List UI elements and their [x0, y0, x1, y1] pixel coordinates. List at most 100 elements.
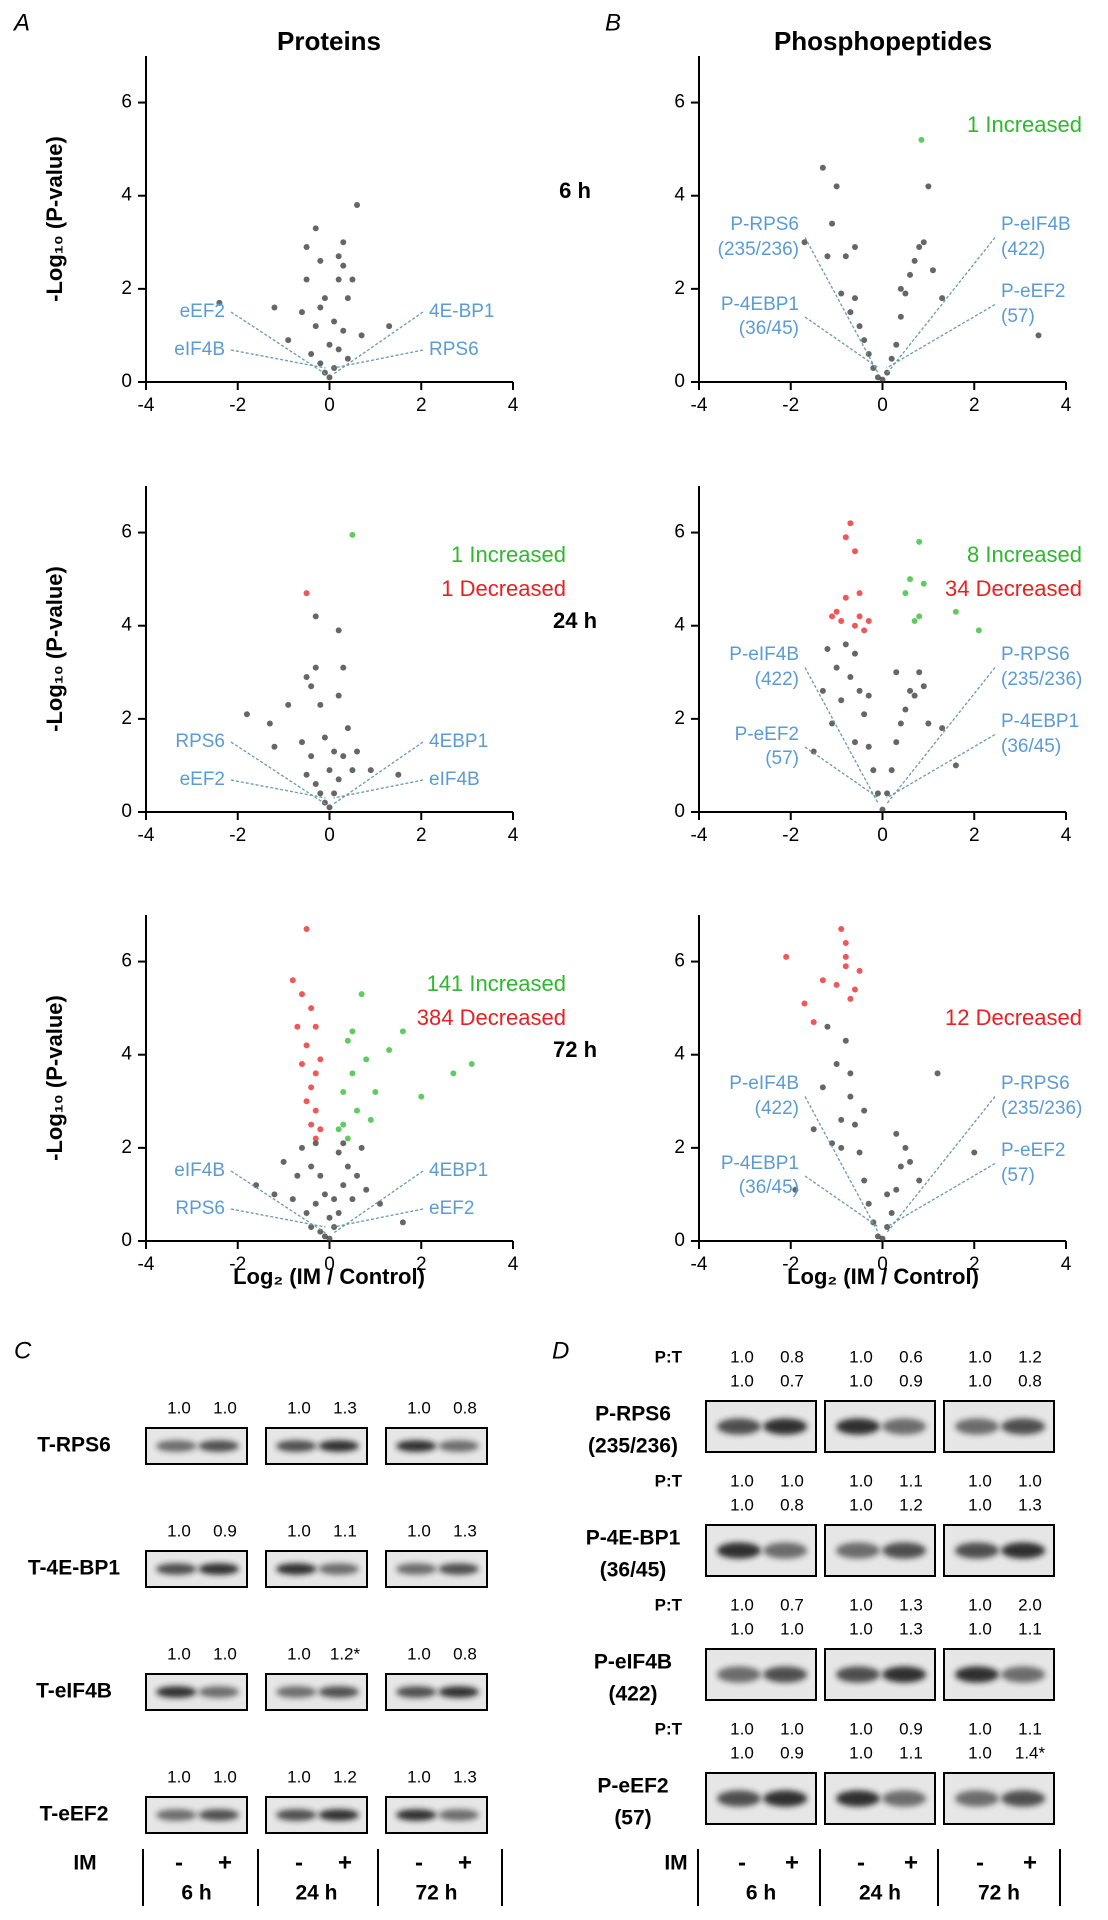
data-point — [879, 1235, 886, 1242]
data-point — [266, 720, 273, 727]
lane-sign: - — [415, 1849, 423, 1876]
blot-band — [763, 1418, 808, 1435]
data-point — [851, 650, 858, 657]
data-point — [450, 1070, 457, 1077]
quant-value: 1.1 — [899, 1743, 923, 1762]
quant-value: 1.0 — [407, 1521, 431, 1540]
x-tick-label: 2 — [969, 825, 980, 846]
blot-band — [955, 1790, 999, 1807]
blot-band — [198, 1563, 239, 1575]
ratio-value: 1.1 — [899, 1471, 923, 1490]
data-point — [888, 1210, 895, 1217]
blot-band — [318, 1563, 359, 1575]
y-tick-label: 6 — [121, 522, 132, 543]
panel-letter: D — [552, 1337, 569, 1364]
data-point — [312, 323, 319, 330]
data-point — [851, 295, 858, 302]
data-point — [468, 1061, 475, 1068]
site-label: P-eIF4B — [1001, 214, 1071, 235]
data-point — [312, 1023, 319, 1030]
count-annotation: 1 Increased — [967, 112, 1082, 137]
data-point — [851, 243, 858, 250]
leader-line — [886, 733, 996, 799]
x-tick-label: -4 — [138, 825, 155, 846]
data-point — [847, 1093, 854, 1100]
site-label: eEF2 — [180, 301, 225, 322]
ratio-value: 0.9 — [899, 1719, 923, 1738]
data-point — [321, 1233, 328, 1240]
data-point — [303, 673, 310, 680]
quant-value: 1.0 — [849, 1371, 873, 1390]
data-point — [386, 323, 393, 330]
data-point — [829, 720, 836, 727]
data-point — [344, 1163, 351, 1170]
data-point — [312, 664, 319, 671]
site-label: eIF4B — [429, 769, 480, 790]
data-point — [907, 1158, 914, 1165]
leader-line — [333, 349, 424, 369]
blot-band — [156, 1809, 197, 1821]
row-label: 24 h — [553, 608, 597, 633]
leader-line — [886, 1162, 996, 1228]
blot-band — [955, 1418, 999, 1435]
leader-line — [230, 741, 326, 805]
data-point — [349, 1070, 356, 1077]
data-point — [865, 351, 872, 358]
data-point — [326, 767, 333, 774]
x-tick-label: -2 — [782, 395, 799, 416]
site-label: eEF2 — [180, 769, 225, 790]
x-tick-label: -2 — [782, 825, 799, 846]
site-label: RPS6 — [175, 731, 225, 752]
leader-line — [230, 1208, 326, 1228]
data-point — [395, 771, 402, 778]
ratio-value: 1.1 — [1018, 1719, 1042, 1738]
data-point — [838, 1116, 845, 1123]
leader-line — [333, 1170, 424, 1234]
site-label: P-RPS6 — [1001, 1073, 1070, 1094]
data-point — [893, 669, 900, 676]
ratio-value: 1.0 — [849, 1719, 873, 1738]
data-point — [321, 734, 328, 741]
site-label: (57) — [1001, 306, 1035, 327]
data-point — [298, 1061, 305, 1068]
site-label: 4EBP1 — [429, 1160, 488, 1181]
ratio-value: 1.0 — [849, 1471, 873, 1490]
data-point — [340, 1140, 347, 1147]
blot-band — [1001, 1418, 1046, 1435]
blot-band — [836, 1790, 880, 1807]
lane-sign: + — [458, 1849, 472, 1876]
site-label: P-4EBP1 — [1001, 711, 1079, 732]
time-label: 72 h — [978, 1882, 1020, 1905]
leader-line — [333, 741, 424, 805]
quant-value: 1.0 — [780, 1619, 804, 1638]
lane-sign: - — [295, 1849, 303, 1876]
site-label: P-4EBP1 — [721, 294, 799, 315]
time-label: 72 h — [415, 1882, 457, 1905]
data-point — [824, 1023, 831, 1030]
site-label: (36/45) — [739, 318, 799, 339]
data-point — [916, 613, 923, 620]
quant-value: 1.0 — [849, 1619, 873, 1638]
data-point — [271, 304, 278, 311]
data-point — [340, 1182, 347, 1189]
data-point — [879, 806, 886, 813]
data-point — [326, 374, 333, 381]
x-tick-label: 0 — [324, 1254, 335, 1275]
site-label: P-eEF2 — [1001, 281, 1065, 302]
site-label: (57) — [765, 748, 799, 769]
x-tick-label: 2 — [969, 395, 980, 416]
count-annotation: 34 Decreased — [945, 576, 1082, 601]
count-annotation: 141 Increased — [427, 971, 566, 996]
blot-label: (422) — [608, 1683, 657, 1706]
panel-letter: B — [605, 9, 621, 36]
blot-band — [156, 1686, 197, 1698]
data-point — [897, 1163, 904, 1170]
quant-value: 0.8 — [1018, 1371, 1042, 1390]
blot-band — [438, 1440, 479, 1452]
blot-band — [1001, 1666, 1046, 1683]
data-point — [902, 290, 909, 297]
data-point — [824, 646, 831, 652]
quant-value: 0.8 — [780, 1495, 804, 1514]
quant-value: 1.0 — [167, 1398, 191, 1417]
blot-label: (235/236) — [588, 1435, 678, 1458]
